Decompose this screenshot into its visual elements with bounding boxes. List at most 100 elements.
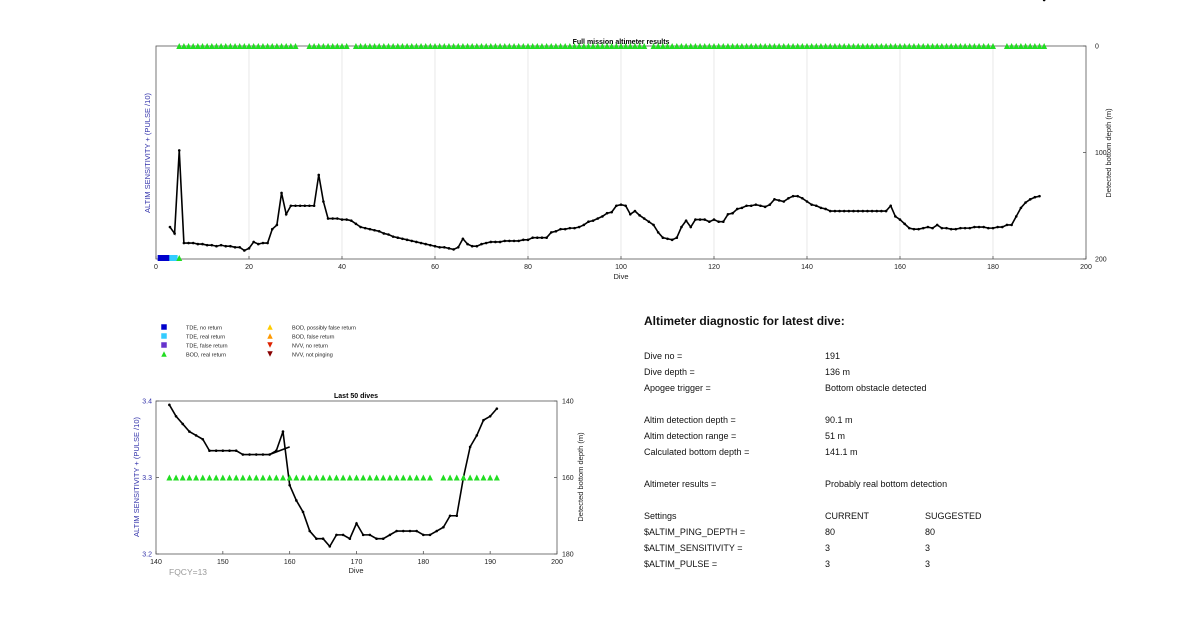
recent-bottom-depth-point	[281, 430, 285, 433]
recent-bottom-depth-point	[308, 529, 312, 533]
mission-marker	[641, 43, 648, 49]
mission-bottom-depth-point	[824, 207, 827, 211]
mission-marker	[422, 43, 429, 49]
recent-marker	[193, 474, 200, 481]
mission-bottom-depth-point	[470, 244, 474, 248]
mission-bottom-depth-point	[931, 226, 934, 230]
mission-marker	[622, 43, 629, 49]
mission-bottom-depth-point	[456, 245, 460, 249]
mission-marker	[464, 43, 471, 49]
mission-bottom-depth-point	[717, 220, 720, 224]
mission-bottom-depth-point	[373, 228, 376, 232]
mission-bottom-depth-point	[294, 204, 297, 208]
mission-bottom-depth-point	[1033, 195, 1037, 199]
mission-marker	[264, 43, 271, 49]
mission-bottom-depth-point	[326, 217, 330, 220]
mission-marker	[478, 43, 485, 49]
mission-bottom-depth-point	[368, 227, 372, 231]
mission-marker	[548, 43, 555, 49]
mission-bottom-depth-point	[921, 226, 925, 230]
mission-marker	[432, 43, 438, 49]
mission-bottom-depth-point	[173, 232, 176, 235]
recent-bottom-depth-point	[241, 453, 245, 456]
mission-marker	[864, 43, 871, 49]
legend: TDE, no return TDE, real return TDE, false…	[161, 324, 356, 359]
mission-marker	[934, 43, 941, 49]
recent-ylabel-right: Detected bottom depth (m)	[576, 432, 585, 522]
mission-marker	[492, 43, 499, 49]
recent-x-ticks: 140 150 160 170 180 190 200	[150, 551, 563, 566]
recent-bottom-depth-point	[254, 453, 258, 456]
mission-bottom-depth-point	[266, 241, 269, 245]
mission-marker	[924, 43, 931, 49]
mission-bottom-depth-point	[187, 241, 190, 245]
mission-bottom-depth-point	[350, 219, 353, 222]
recent-marker	[406, 474, 413, 481]
mission-marker	[445, 43, 452, 49]
recent-marker	[166, 474, 173, 481]
recent-marker	[186, 474, 193, 481]
recent-marker	[333, 474, 340, 481]
mission-bottom-depth-point	[415, 240, 418, 244]
mission-bottom-depth-point	[940, 226, 944, 230]
mission-marker	[734, 43, 741, 49]
recent-marker	[206, 474, 213, 481]
recent-bottom-depth-point	[442, 525, 445, 529]
legend-label: TDE, real return	[186, 335, 225, 341]
recent-marker	[246, 474, 253, 481]
mission-bottom-depth-point	[396, 236, 400, 239]
setting-name: $ALTIM_PULSE =	[644, 559, 718, 569]
mission-bottom-depth-point	[536, 236, 539, 239]
mission-bottom-depth-point	[615, 204, 618, 208]
mission-y-tick-label: 200	[1095, 257, 1107, 264]
mission-marker	[1031, 43, 1038, 49]
mission-bottom-depth-point	[735, 207, 739, 211]
mission-bottom-depth-point	[331, 217, 335, 220]
mission-marker	[557, 43, 564, 49]
recent-bottom-depth-point	[181, 422, 185, 426]
mission-x-tick-label: 0	[154, 264, 158, 271]
mission-marker	[562, 43, 569, 49]
detection-range-label: Altim detection range =	[644, 431, 737, 441]
mission-marker	[362, 43, 369, 49]
mission-bottom-depth-point	[433, 244, 437, 248]
recent-bottom-depth-point	[168, 403, 171, 407]
recent-marker	[239, 474, 246, 481]
mission-marker	[920, 43, 927, 49]
mission-marker	[618, 43, 624, 49]
mission-bottom-depth-point	[1001, 225, 1004, 229]
mission-marker	[538, 43, 545, 49]
mission-marker	[483, 43, 490, 49]
mission-bottom-depth-point	[191, 241, 195, 245]
recent-bottom-depth-point	[415, 529, 418, 533]
mission-marker	[859, 43, 866, 49]
mission-bottom-depth-point	[610, 210, 613, 214]
recent-bottom-depth-point	[435, 529, 439, 533]
mission-marker	[655, 43, 662, 49]
mission-bottom-depth-point	[503, 239, 507, 243]
mission-bottom-depth-point	[1024, 201, 1027, 204]
setting-row-ping-depth: $ALTIM_PING_DEPTH = 80 80	[644, 524, 1184, 540]
setting-current: 80	[825, 527, 836, 537]
mission-x-tick-label: 20	[245, 264, 253, 271]
recent-marker	[440, 474, 447, 481]
mission-bottom-depth-point	[494, 240, 497, 244]
mission-marker	[236, 43, 243, 49]
mission-ylabel-left: ALTIM SENSITIVITY + (PULSE /10)	[143, 93, 152, 213]
mission-x-tick-label: 160	[894, 264, 906, 271]
mission-marker	[627, 43, 634, 49]
dive-no-value: 191	[825, 351, 841, 361]
recent-bottom-depth-point	[174, 415, 178, 418]
legend-marker	[161, 333, 167, 339]
mission-bottom-depth-point	[963, 226, 967, 230]
mission-marker	[938, 43, 945, 49]
recent-marker	[226, 474, 233, 481]
mission-marker	[566, 43, 573, 49]
recent-marker	[286, 474, 293, 481]
mission-marker	[222, 43, 229, 49]
mission-marker	[697, 43, 704, 49]
mission-x-tick-label: 60	[431, 264, 439, 271]
mission-bottom-depth-point	[182, 241, 186, 245]
mission-marker	[311, 43, 318, 49]
mission-bottom-depth-point	[935, 223, 939, 227]
